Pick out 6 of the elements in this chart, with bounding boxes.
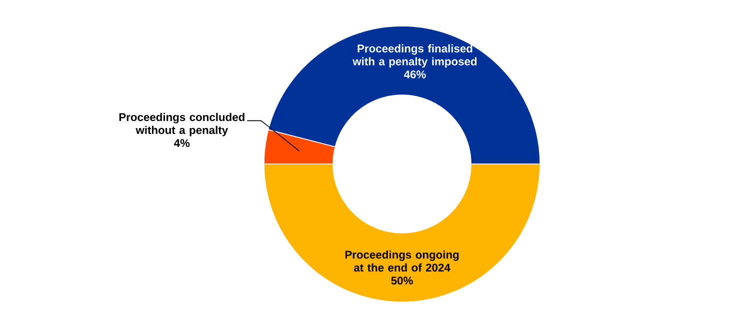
slice-label: Proceedings finalised with a penalty imposed (352, 44, 477, 68)
data-label: 46% (404, 70, 426, 78)
slice-label: Proceedings ongoing at the end of 2024 (345, 250, 459, 272)
data-label: 4% (174, 139, 190, 147)
slice-label: Proceedings concluded without a penalty (119, 112, 244, 136)
data-label: 50% (391, 276, 413, 285)
